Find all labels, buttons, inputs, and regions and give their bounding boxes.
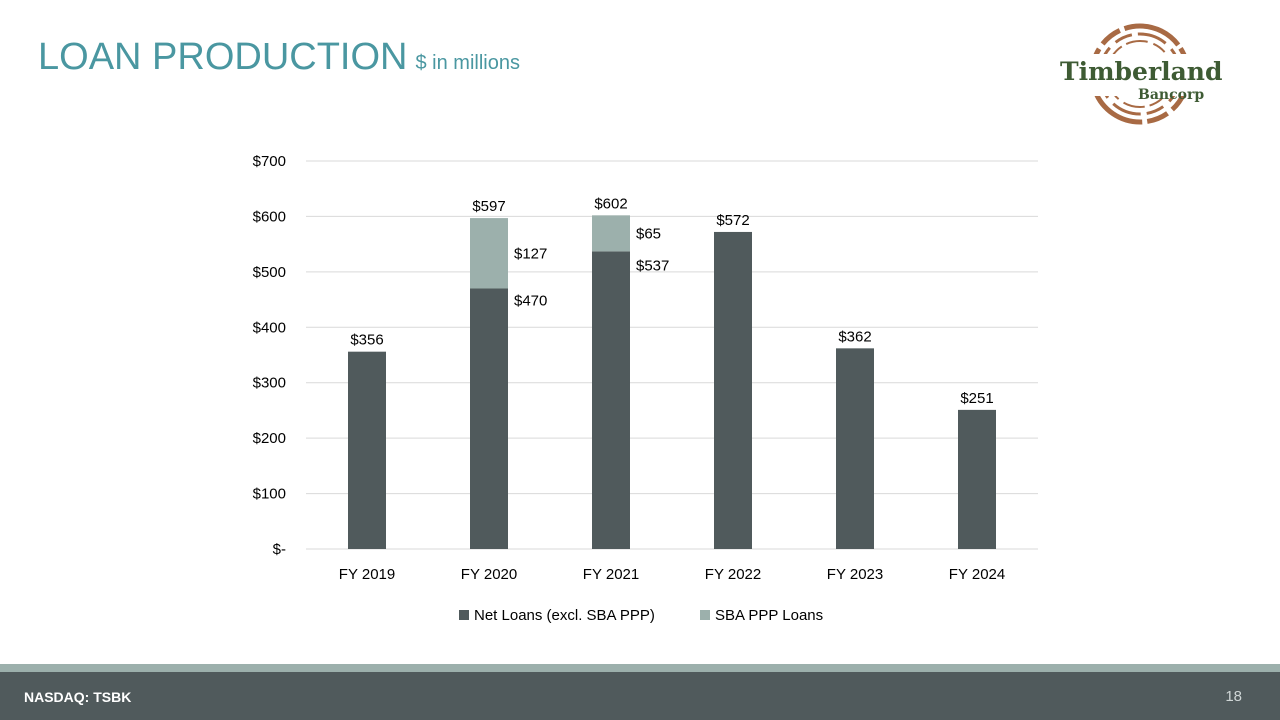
total-data-label: $597 [472, 198, 505, 215]
bar-sba-ppp-loans [592, 215, 630, 252]
x-tick-label: FY 2020 [461, 566, 517, 583]
y-tick-label: $300 [253, 375, 286, 392]
y-tick-label: $200 [253, 430, 286, 447]
page-subtitle: $ in millions [415, 52, 520, 74]
net-segment-label: $470 [514, 292, 547, 309]
ticker-label: NASDAQ: TSBK [24, 689, 132, 705]
total-data-label: $602 [594, 195, 627, 212]
net-segment-label: $537 [636, 258, 669, 275]
bar-net-loans [592, 251, 630, 549]
bar-net-loans [348, 351, 386, 549]
loan-production-chart: $- $100 $200 $300 $400 $500 $600 $700 $356 FY 201… [253, 153, 1038, 624]
footer-bar: NASDAQ: TSBK 18 [0, 672, 1280, 720]
y-tick-label: $400 [253, 319, 286, 336]
slide-title: LOAN PRODUCTION $ in millions [38, 36, 520, 79]
y-tick-label: $- [273, 541, 286, 558]
logo-name: Timberland [1060, 57, 1222, 86]
ppp-segment-label: $127 [514, 245, 547, 262]
x-tick-label: FY 2022 [705, 566, 761, 583]
total-data-label: $362 [838, 328, 871, 345]
total-data-label: $572 [716, 212, 749, 229]
y-tick-label: $100 [253, 486, 286, 503]
footer-accent-band [0, 664, 1280, 672]
x-tick-label: FY 2024 [949, 566, 1005, 583]
x-tick-label: FY 2019 [339, 566, 395, 583]
bar-net-loans [836, 348, 874, 549]
logo-subname: Bancorp [1138, 87, 1204, 103]
y-tick-label: $600 [253, 208, 286, 225]
y-tick-label: $500 [253, 264, 286, 281]
legend-swatch-sba-ppp-loans [700, 610, 710, 620]
bar-sba-ppp-loans [470, 218, 508, 289]
page-number: 18 [1225, 688, 1242, 705]
ppp-segment-label: $65 [636, 225, 661, 242]
legend-label-net-loans: Net Loans (excl. SBA PPP) [474, 607, 655, 624]
legend-label-sba-ppp-loans: SBA PPP Loans [715, 607, 823, 624]
page-title: LOAN PRODUCTION [38, 36, 408, 78]
x-tick-label: FY 2021 [583, 566, 639, 583]
total-data-label: $356 [350, 332, 383, 349]
bar-net-loans [714, 231, 752, 549]
timberland-logo: Timberland Bancorp [1056, 23, 1228, 125]
total-data-label: $251 [960, 390, 993, 407]
legend-swatch-net-loans [459, 610, 469, 620]
bar-net-loans [958, 409, 996, 549]
x-tick-label: FY 2023 [827, 566, 883, 583]
bar-net-loans [470, 288, 508, 549]
y-tick-label: $700 [253, 153, 286, 170]
